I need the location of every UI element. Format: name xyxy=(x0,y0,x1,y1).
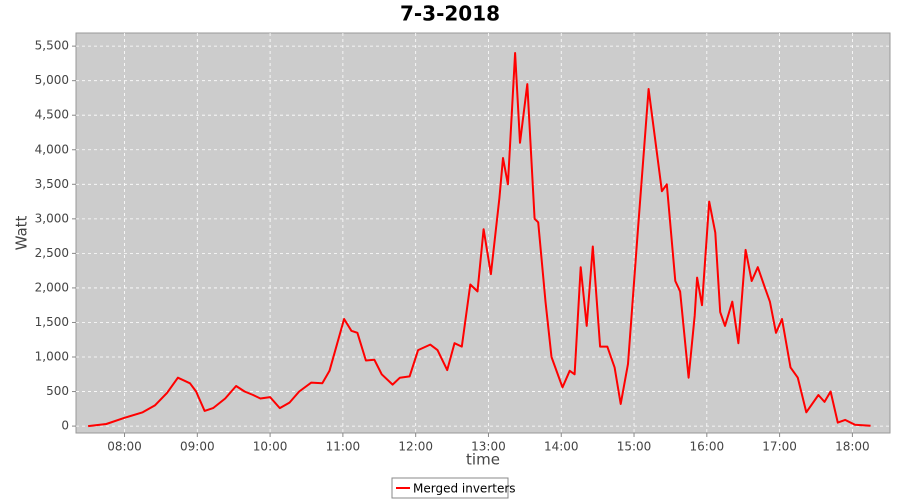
y-tick-label: 4,000 xyxy=(35,142,69,156)
legend-box xyxy=(391,477,509,499)
y-axis-label: Watt xyxy=(13,215,31,250)
chart-title: 7-3-2018 xyxy=(400,2,500,26)
x-tick-label: 13:00 xyxy=(471,440,506,454)
y-tick-label: 2,000 xyxy=(35,280,69,294)
x-tick-label: 18:00 xyxy=(835,440,870,454)
y-tick-label: 3,500 xyxy=(35,177,69,191)
x-tick-label: 17:00 xyxy=(762,440,797,454)
y-tick-label: 2,500 xyxy=(35,246,69,260)
y-tick-label: 0 xyxy=(61,419,69,433)
legend: Merged inverters xyxy=(391,477,516,499)
y-tick-label: 1,500 xyxy=(35,315,69,329)
y-tick-label: 5,000 xyxy=(35,73,69,87)
y-tick-label: 4,500 xyxy=(35,108,69,122)
x-axis-label: time xyxy=(466,451,500,469)
legend-label: Merged inverters xyxy=(413,482,516,496)
x-tick-label: 12:00 xyxy=(398,440,433,454)
x-tick-label: 16:00 xyxy=(690,440,725,454)
x-tick-label: 15:00 xyxy=(617,440,652,454)
x-tick-label: 08:00 xyxy=(107,440,142,454)
x-tick-label: 11:00 xyxy=(326,440,361,454)
y-tick-label: 1,000 xyxy=(35,350,69,364)
y-tick-label: 3,000 xyxy=(35,211,69,225)
x-tick-label: 14:00 xyxy=(544,440,579,454)
y-tick-label: 5,500 xyxy=(35,39,69,53)
y-tick-label: 500 xyxy=(46,384,69,398)
x-tick-label: 10:00 xyxy=(253,440,288,454)
x-tick-label: 09:00 xyxy=(180,440,215,454)
data-line xyxy=(87,52,871,428)
